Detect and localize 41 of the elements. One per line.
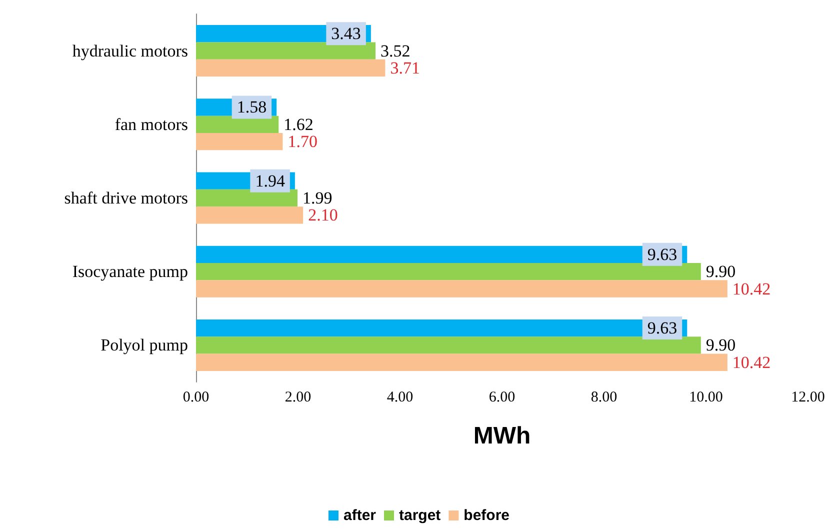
data-label: 9.90	[706, 262, 736, 282]
x-tick-label: 0.00	[182, 390, 210, 406]
x-tick-label: 6.00	[488, 390, 516, 406]
y-tick-label: fan motors	[114, 114, 188, 134]
bar	[196, 206, 304, 224]
data-label: 10.42	[732, 352, 771, 372]
x-tick-label: 2.00	[284, 390, 312, 406]
y-tick-label: Isocyanate pump	[72, 262, 188, 282]
bar	[196, 354, 728, 371]
data-label: 9.90	[706, 336, 736, 355]
bar	[196, 336, 701, 354]
x-axis-title: MWh	[473, 422, 531, 450]
data-label: 1.58	[236, 98, 267, 117]
data-label: 9.63	[647, 244, 678, 264]
x-tick-label: 4.00	[386, 390, 414, 406]
x-tick-label: 8.00	[590, 390, 618, 406]
data-label: 9.63	[647, 318, 678, 338]
y-tick-label: shaft drive motors	[64, 188, 188, 208]
data-label: 1.70	[288, 132, 318, 152]
bar	[196, 189, 298, 207]
bar	[196, 42, 376, 60]
bar	[196, 59, 386, 77]
data-label: 3.52	[380, 41, 410, 60]
data-label: 1.62	[284, 114, 314, 134]
x-tick-label: 10.00	[689, 390, 723, 406]
legend-label: before	[464, 507, 510, 524]
bar	[196, 263, 701, 280]
y-tick-label: hydraulic motors	[72, 41, 188, 60]
bar	[196, 132, 283, 150]
y-tick-label: Polyol pump	[100, 336, 188, 355]
data-label: 3.43	[331, 24, 361, 44]
data-label: 2.10	[308, 206, 338, 225]
data-label: 1.99	[302, 188, 332, 208]
legend-label: target	[399, 507, 441, 524]
bar	[196, 280, 728, 298]
data-label: 1.94	[255, 171, 286, 190]
x-tick-label: 12.00	[791, 390, 825, 406]
data-label: 3.71	[390, 58, 420, 78]
data-label: 10.42	[732, 279, 771, 298]
legend-label: after	[343, 507, 376, 524]
bar	[196, 116, 279, 133]
